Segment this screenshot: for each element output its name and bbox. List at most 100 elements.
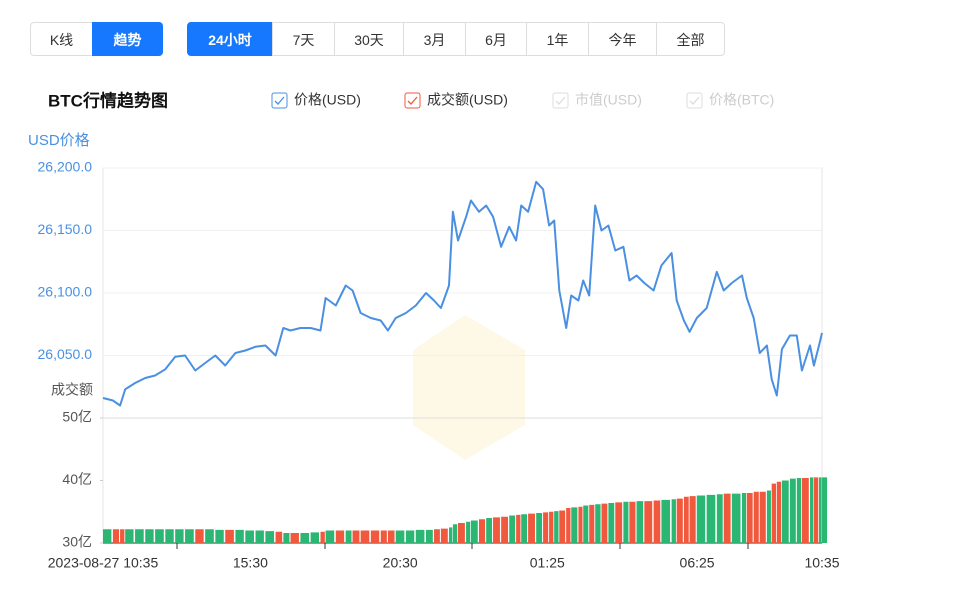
volume-bar (370, 530, 380, 543)
volume-bar (245, 530, 254, 543)
volume-bar (335, 530, 345, 543)
y2-tick-label: 30亿 (62, 534, 92, 550)
volume-bar (449, 527, 453, 543)
x-tick-marks (176, 543, 749, 549)
volume-bar (776, 481, 782, 543)
volume-bar (486, 518, 493, 543)
volume-bar (380, 530, 387, 543)
volume-bar (742, 493, 747, 543)
volume-bar (801, 478, 809, 543)
y2-axis-label: 成交额 (51, 382, 93, 398)
volume-bar (696, 495, 706, 543)
tab[interactable]: 1年 (526, 22, 589, 56)
volume-bar (175, 529, 184, 543)
x-tick-label: 06:25 (680, 555, 715, 571)
legend-check (274, 96, 285, 105)
volume-bar (290, 533, 299, 543)
volume-bar (235, 529, 244, 543)
volume-bar (466, 521, 471, 543)
volume-bar (345, 530, 352, 543)
volume-bar (434, 529, 440, 543)
legend-label: 成交额(USD) (427, 92, 508, 108)
legend-label: 市值(USD) (575, 92, 642, 108)
volume-bar (425, 529, 433, 543)
y-tick-label: 26,100.0 (38, 284, 93, 300)
volume-bar (405, 530, 415, 543)
volume-bar (822, 477, 828, 543)
legend-check (407, 96, 418, 105)
tab[interactable]: 趋势 (92, 22, 163, 56)
x-tick-label: 20:30 (383, 555, 418, 571)
tab[interactable]: 6月 (465, 22, 527, 56)
volume-bar (629, 501, 636, 543)
volume-bar (125, 529, 134, 543)
volume-bar (275, 531, 283, 543)
volume-bar (493, 517, 500, 543)
tab[interactable]: 全部 (656, 22, 725, 56)
volume-bar (644, 501, 653, 543)
volume-bar (452, 524, 458, 543)
volume-bar (283, 533, 290, 543)
volume-bar (595, 504, 601, 543)
legend-checkbox (686, 92, 703, 109)
volume-bar (185, 529, 194, 543)
tab[interactable]: 今年 (588, 22, 657, 56)
volume-bar (155, 529, 164, 543)
volume-bar (716, 494, 723, 543)
volume-bar (566, 508, 571, 543)
volume-bar (706, 494, 716, 543)
legend-checkbox (552, 92, 569, 109)
chart-title: BTC行情趋势图 (48, 90, 168, 110)
legend-checkbox (271, 92, 288, 109)
volume-bar (608, 503, 615, 543)
x-tick-label: 01:25 (530, 555, 565, 571)
volume-bar (145, 529, 154, 543)
volume-bar (458, 523, 465, 543)
volume-bar (165, 529, 174, 543)
tab[interactable]: 24小时 (187, 22, 273, 56)
tab[interactable]: K线 (30, 22, 93, 56)
volume-bar (554, 511, 559, 543)
volume-bar (810, 477, 814, 543)
volume-bar (583, 505, 589, 543)
volume-bar (661, 499, 671, 543)
volume-bar (470, 520, 478, 543)
volume-bar (195, 529, 204, 543)
volume-bar (676, 498, 683, 543)
volume-bar (387, 530, 395, 543)
volume-bar (683, 496, 689, 543)
volume-bar (559, 510, 566, 543)
volume-bar (215, 529, 224, 543)
volume-bar (509, 515, 516, 543)
volume-bar (753, 491, 759, 543)
tab[interactable]: 30天 (334, 22, 404, 56)
volume-bar (746, 493, 753, 543)
volume-bar (536, 513, 543, 543)
volume-bar (759, 491, 766, 543)
volume-bar (766, 490, 771, 543)
volume-bar (731, 493, 741, 543)
legend-checkbox (404, 92, 421, 109)
volume-bar (440, 528, 448, 543)
volume-bar (255, 530, 264, 543)
legend-check (555, 96, 566, 105)
volume-bar (796, 478, 802, 543)
watermark (413, 315, 525, 460)
volume-bar (543, 512, 549, 543)
volume-bar (723, 493, 731, 543)
x-tick-label: 15:30 (233, 555, 268, 571)
volume-bar (819, 477, 822, 543)
x-tick-label: 2023-08-27 10:35 (48, 555, 159, 571)
volume-bar (478, 519, 486, 543)
volume-bar (528, 513, 535, 543)
legend-label: 价格(BTC) (709, 92, 774, 108)
volume-bar (112, 529, 119, 543)
volume-bar (571, 507, 578, 543)
x-tick-label: 10:35 (804, 555, 839, 571)
volume-bar (352, 530, 360, 543)
volume-bar (205, 529, 214, 543)
volume-bar (813, 477, 819, 543)
legend-check (689, 96, 700, 105)
